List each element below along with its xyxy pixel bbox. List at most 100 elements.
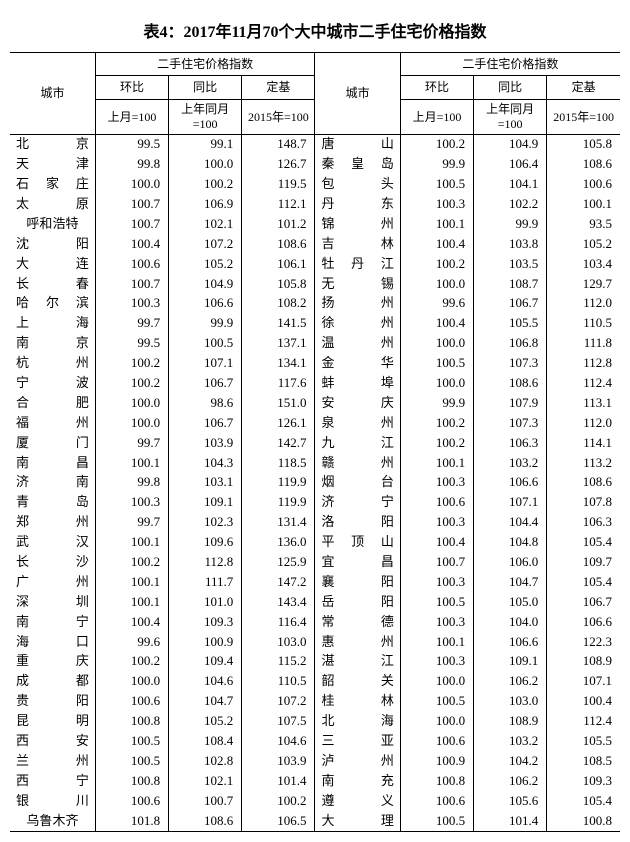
base-cell: 126.7 [242,155,315,175]
yoy-cell: 106.6 [474,473,547,493]
city-cell: 安庆 [315,393,400,413]
table-row: 西安100.5108.4104.6三亚100.6103.2105.5 [10,732,620,752]
base-cell: 100.6 [547,175,620,195]
yoy-cell: 109.3 [169,612,242,632]
city-cell: 金华 [315,354,400,374]
yoy-cell: 109.1 [474,652,547,672]
base-cell: 143.4 [242,592,315,612]
table-row: 沈阳100.4107.2108.6吉林100.4103.8105.2 [10,234,620,254]
mom-cell: 99.6 [95,632,168,652]
mom-cell: 99.7 [95,433,168,453]
yoy-cell: 99.9 [474,214,547,234]
table-row: 深圳100.1101.0143.4岳阳100.5105.0106.7 [10,592,620,612]
mom-cell: 100.0 [400,672,473,692]
mom-cell: 100.0 [95,393,168,413]
city-cell: 平顶山 [315,533,400,553]
city-cell: 遵义 [315,791,400,811]
city-cell: 合肥 [10,393,95,413]
table-row: 大连100.6105.2106.1牡丹江100.2103.5103.4 [10,254,620,274]
city-cell: 南昌 [10,453,95,473]
base-cell: 111.8 [547,334,620,354]
table-row: 天津99.8100.0126.7秦皇岛99.9106.4108.6 [10,155,620,175]
base-cell: 108.6 [242,234,315,254]
mom-cell: 100.1 [95,533,168,553]
base-cell: 105.5 [547,732,620,752]
table-row: 武汉100.1109.6136.0平顶山100.4104.8105.4 [10,533,620,553]
table-row: 南京99.5100.5137.1温州100.0106.8111.8 [10,334,620,354]
mom-cell: 100.8 [95,771,168,791]
yoy-cell: 104.1 [474,175,547,195]
base-cell: 119.5 [242,175,315,195]
yoy-cell: 103.5 [474,254,547,274]
table-row: 哈尔滨100.3106.6108.2扬州99.6106.7112.0 [10,294,620,314]
col-group-right: 二手住宅价格指数 [400,53,620,76]
mom-cell: 100.9 [400,751,473,771]
mom-cell: 101.8 [95,811,168,831]
table-row: 济南99.8103.1119.9烟台100.3106.6108.6 [10,473,620,493]
base-cell: 106.3 [547,513,620,533]
base-cell: 114.1 [547,433,620,453]
yoy-cell: 104.6 [169,672,242,692]
city-cell: 哈尔滨 [10,294,95,314]
base-cell: 101.4 [242,771,315,791]
base-cell: 105.2 [547,234,620,254]
city-cell: 牡丹江 [315,254,400,274]
table-row: 昆明100.8105.2107.5北海100.0108.9112.4 [10,712,620,732]
base-cell: 107.1 [547,672,620,692]
base-cell: 112.8 [547,354,620,374]
yoy-cell: 101.0 [169,592,242,612]
yoy-cell: 107.3 [474,354,547,374]
yoy-cell: 103.1 [169,473,242,493]
yoy-cell: 107.1 [474,493,547,513]
mom-cell: 100.5 [400,175,473,195]
base-cell: 106.1 [242,254,315,274]
col-group-left: 二手住宅价格指数 [95,53,315,76]
base-cell: 142.7 [242,433,315,453]
base-cell: 115.2 [242,652,315,672]
col-yoy-sub-right: 上年同月=100 [474,99,547,134]
yoy-cell: 103.2 [474,453,547,473]
mom-cell: 99.7 [95,513,168,533]
yoy-cell: 104.4 [474,513,547,533]
yoy-cell: 109.6 [169,533,242,553]
mom-cell: 100.7 [95,214,168,234]
yoy-cell: 105.2 [169,712,242,732]
base-cell: 108.2 [242,294,315,314]
yoy-cell: 105.2 [169,254,242,274]
mom-cell: 100.3 [400,513,473,533]
city-cell: 乌鲁木齐 [10,811,95,831]
mom-cell: 100.4 [400,533,473,553]
city-cell: 青岛 [10,493,95,513]
mom-cell: 100.6 [95,791,168,811]
city-cell: 天津 [10,155,95,175]
city-cell: 杭州 [10,354,95,374]
mom-cell: 100.4 [400,314,473,334]
base-cell: 105.8 [242,274,315,294]
yoy-cell: 104.3 [169,453,242,473]
city-cell: 沈阳 [10,234,95,254]
base-cell: 103.0 [242,632,315,652]
yoy-cell: 104.8 [474,533,547,553]
table-row: 杭州100.2107.1134.1金华100.5107.3112.8 [10,354,620,374]
yoy-cell: 104.0 [474,612,547,632]
mom-cell: 99.8 [95,473,168,493]
table-row: 重庆100.2109.4115.2湛江100.3109.1108.9 [10,652,620,672]
base-cell: 106.5 [242,811,315,831]
base-cell: 112.4 [547,712,620,732]
mom-cell: 100.0 [400,274,473,294]
col-mom-right: 环比 [400,76,473,99]
base-cell: 126.1 [242,413,315,433]
yoy-cell: 111.7 [169,572,242,592]
yoy-cell: 107.1 [169,354,242,374]
mom-cell: 100.1 [95,572,168,592]
city-cell: 石家庄 [10,175,95,195]
mom-cell: 100.3 [400,652,473,672]
base-cell: 141.5 [242,314,315,334]
yoy-cell: 103.0 [474,692,547,712]
city-cell: 九江 [315,433,400,453]
city-cell: 湛江 [315,652,400,672]
yoy-cell: 103.8 [474,234,547,254]
city-cell: 济南 [10,473,95,493]
mom-cell: 100.3 [400,473,473,493]
yoy-cell: 112.8 [169,552,242,572]
